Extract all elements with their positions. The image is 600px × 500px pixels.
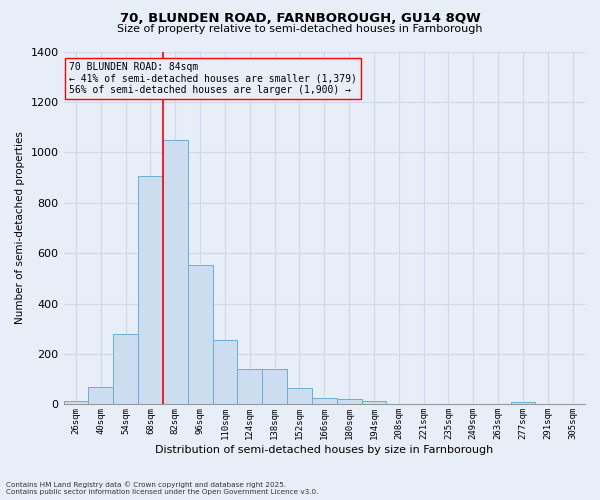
Bar bbox=[163, 140, 188, 404]
Bar bbox=[88, 388, 113, 404]
Bar bbox=[337, 399, 362, 404]
Bar bbox=[362, 400, 386, 404]
Bar bbox=[262, 369, 287, 404]
Bar bbox=[188, 264, 212, 404]
Bar bbox=[287, 388, 312, 404]
X-axis label: Distribution of semi-detached houses by size in Farnborough: Distribution of semi-detached houses by … bbox=[155, 445, 493, 455]
Text: 70 BLUNDEN ROAD: 84sqm
← 41% of semi-detached houses are smaller (1,379)
56% of : 70 BLUNDEN ROAD: 84sqm ← 41% of semi-det… bbox=[69, 62, 356, 96]
Text: Size of property relative to semi-detached houses in Farnborough: Size of property relative to semi-detach… bbox=[117, 24, 483, 34]
Bar bbox=[212, 340, 238, 404]
Text: Contains HM Land Registry data © Crown copyright and database right 2025.
Contai: Contains HM Land Registry data © Crown c… bbox=[6, 482, 319, 495]
Bar bbox=[64, 400, 88, 404]
Text: 70, BLUNDEN ROAD, FARNBOROUGH, GU14 8QW: 70, BLUNDEN ROAD, FARNBOROUGH, GU14 8QW bbox=[119, 12, 481, 26]
Bar bbox=[511, 402, 535, 404]
Bar bbox=[138, 176, 163, 404]
Y-axis label: Number of semi-detached properties: Number of semi-detached properties bbox=[15, 132, 25, 324]
Bar bbox=[238, 369, 262, 404]
Bar bbox=[312, 398, 337, 404]
Bar bbox=[113, 334, 138, 404]
